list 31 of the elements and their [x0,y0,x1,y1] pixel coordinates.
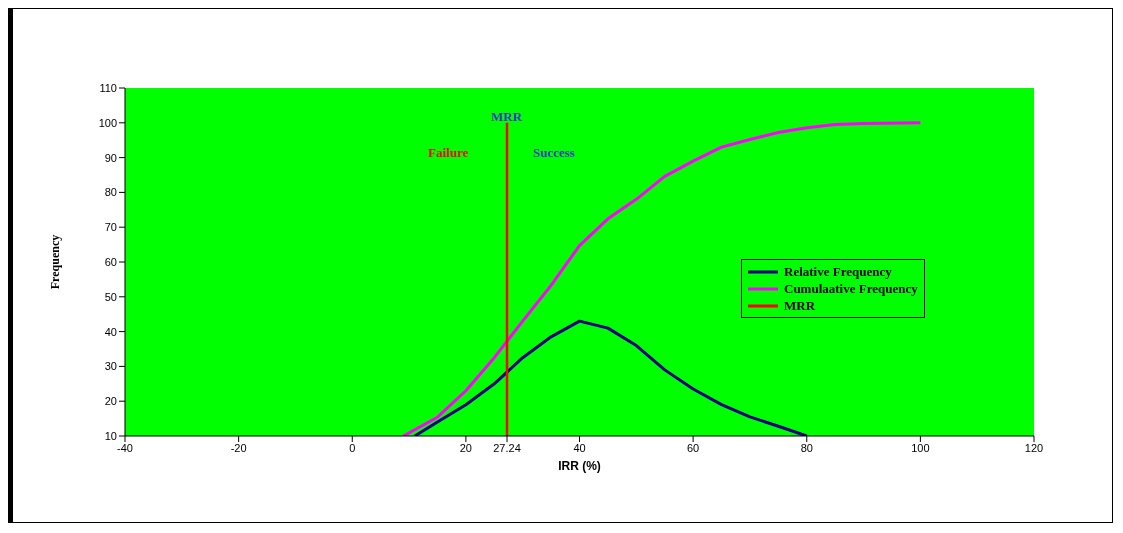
legend-label: MRR [784,297,816,314]
legend-label: Relative Frequency [784,263,892,280]
x-tick-label: -40 [117,441,133,454]
annotation: Failure [428,145,469,161]
x-tick-label: 20 [459,441,472,454]
x-tick-label: 100 [911,441,930,454]
y-tick-label: 60 [104,255,117,268]
y-tick-label: 20 [104,395,117,408]
x-tick-label: 80 [800,441,813,454]
y-tick-label: 70 [104,221,117,234]
y-tick-label: 50 [104,290,117,303]
y-tick-label: 100 [98,116,117,129]
annotation: Success [533,145,575,161]
y-tick-label: 40 [104,325,117,338]
x-tick-label: 27.24 [493,441,521,454]
y-tick-label: 110 [99,81,117,94]
y-tick-label: 10 [104,429,117,442]
annotation: MRR [491,109,523,125]
x-tick-label: 0 [349,441,356,454]
x-tick-label: -20 [230,441,247,454]
x-tick-label: 120 [1024,441,1044,454]
legend-label: Cumulaative Frequency [784,280,918,297]
x-tick-label: 60 [687,441,700,454]
y-tick-label: 90 [104,151,117,164]
x-axis-title: IRR (%) [558,459,601,473]
y-axis-title: Frequency [48,234,63,290]
x-tick-label: 40 [573,441,586,454]
line-series [401,121,922,436]
y-tick-label: 80 [104,186,117,199]
line-series [413,319,809,436]
y-tick-label: 30 [104,360,117,373]
